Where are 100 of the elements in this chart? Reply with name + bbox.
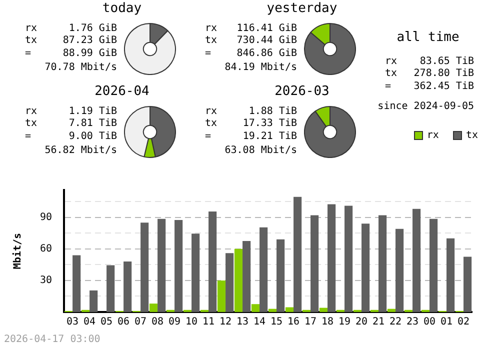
x-tick-label: 18 — [321, 316, 334, 328]
bar — [446, 238, 455, 312]
text: 87.23 GiB — [62, 34, 117, 47]
text: = — [385, 80, 392, 93]
text: 730.44 GiB — [236, 34, 297, 47]
text: 17.33 TiB — [242, 117, 297, 130]
bar — [217, 280, 226, 312]
chart-title: yesterday — [266, 1, 338, 16]
x-tick-label: 20 — [355, 316, 368, 328]
x-tick-label: 12 — [220, 316, 232, 328]
x-tick-label: 07 — [134, 316, 147, 328]
y-tick-label: 90 — [40, 212, 52, 223]
y-tick-label: 60 — [40, 243, 52, 254]
text: = — [25, 47, 32, 60]
bar — [192, 234, 200, 312]
bar — [464, 256, 472, 312]
text: rx — [25, 22, 38, 35]
bar — [430, 218, 438, 312]
text: 116.41 GiB — [236, 22, 297, 35]
x-tick-label: 16 — [287, 316, 300, 328]
x-tick-label: 17 — [304, 316, 317, 328]
bar — [412, 208, 421, 312]
bar — [234, 248, 243, 312]
text: 88.99 GiB — [62, 47, 117, 60]
chart-title: 2026-03 — [274, 84, 330, 99]
text: all time — [396, 30, 460, 45]
x-tick-label: 09 — [168, 316, 181, 328]
text: = — [205, 47, 212, 60]
bar — [378, 215, 387, 312]
x-tick-label: 23 — [406, 316, 419, 328]
legend-label: rx — [426, 130, 439, 141]
bar — [387, 308, 396, 312]
text: 1.88 TiB — [248, 105, 297, 118]
bar — [149, 304, 158, 312]
bar — [90, 290, 98, 312]
bar — [362, 224, 370, 312]
text: 56.82 Mbit/s — [44, 144, 117, 157]
text: since 2024-09-05 — [378, 100, 474, 113]
bar — [226, 253, 234, 312]
text: 9.00 TiB — [68, 130, 117, 143]
bar — [260, 227, 268, 312]
text: rx — [25, 105, 38, 118]
bar — [72, 255, 81, 312]
text: rx — [385, 55, 398, 68]
bar — [242, 241, 251, 312]
x-tick-label: 00 — [423, 316, 436, 328]
text: rx — [205, 22, 218, 35]
bar — [106, 265, 115, 312]
bar — [328, 204, 336, 312]
x-tick-label: 02 — [457, 316, 470, 328]
text: 84.19 Mbit/s — [224, 61, 297, 74]
text: 7.81 TiB — [68, 117, 117, 130]
text: tx — [205, 117, 218, 130]
bar — [396, 228, 404, 312]
chart-title: 2026-04 — [94, 84, 150, 99]
text: tx — [25, 34, 38, 47]
text: 70.78 Mbit/s — [44, 61, 117, 74]
x-tick-label: 10 — [186, 316, 198, 328]
x-tick-label: 19 — [338, 316, 351, 328]
bar — [140, 222, 149, 312]
x-tick-label: 15 — [270, 316, 283, 328]
text: tx — [385, 67, 398, 80]
x-tick-label: 21 — [372, 316, 385, 328]
x-tick-label: 01 — [440, 316, 453, 328]
text: 1.76 GiB — [68, 22, 117, 35]
x-tick-label: 22 — [389, 316, 402, 328]
text: 1.19 TiB — [68, 105, 117, 118]
text: = — [25, 130, 32, 143]
legend-label: tx — [466, 130, 478, 141]
bar — [310, 215, 319, 312]
x-tick-label: 04 — [84, 316, 96, 328]
text: rx — [205, 105, 218, 118]
x-tick-label: 05 — [100, 316, 113, 328]
x-tick-label: 14 — [254, 316, 266, 328]
bar — [268, 308, 277, 312]
x-tick-label: 11 — [202, 316, 215, 328]
text: 2026-04-17 03:00 — [4, 333, 100, 346]
bar — [344, 206, 353, 312]
text: 362.45 TiB — [414, 80, 474, 93]
y-axis-title: Mbit/s — [12, 232, 24, 270]
bar — [124, 262, 132, 312]
bar — [276, 239, 285, 312]
bar — [174, 220, 183, 312]
x-tick-label: 08 — [152, 316, 164, 328]
bar — [208, 212, 217, 312]
text: 63.08 Mbit/s — [224, 144, 297, 157]
bar — [294, 196, 302, 312]
chart-title: today — [101, 1, 143, 16]
text: tx — [205, 34, 218, 47]
text: 83.65 TiB — [420, 55, 474, 68]
text: 19.21 TiB — [242, 130, 297, 143]
text: = — [205, 130, 212, 143]
bar — [285, 307, 294, 312]
y-tick-label: 30 — [40, 275, 52, 286]
x-tick-label: 13 — [236, 316, 249, 328]
x-tick-label: 03 — [66, 316, 79, 328]
text: tx — [25, 117, 38, 130]
bar — [251, 304, 260, 312]
text: 278.80 TiB — [414, 67, 474, 80]
bar — [319, 308, 328, 312]
